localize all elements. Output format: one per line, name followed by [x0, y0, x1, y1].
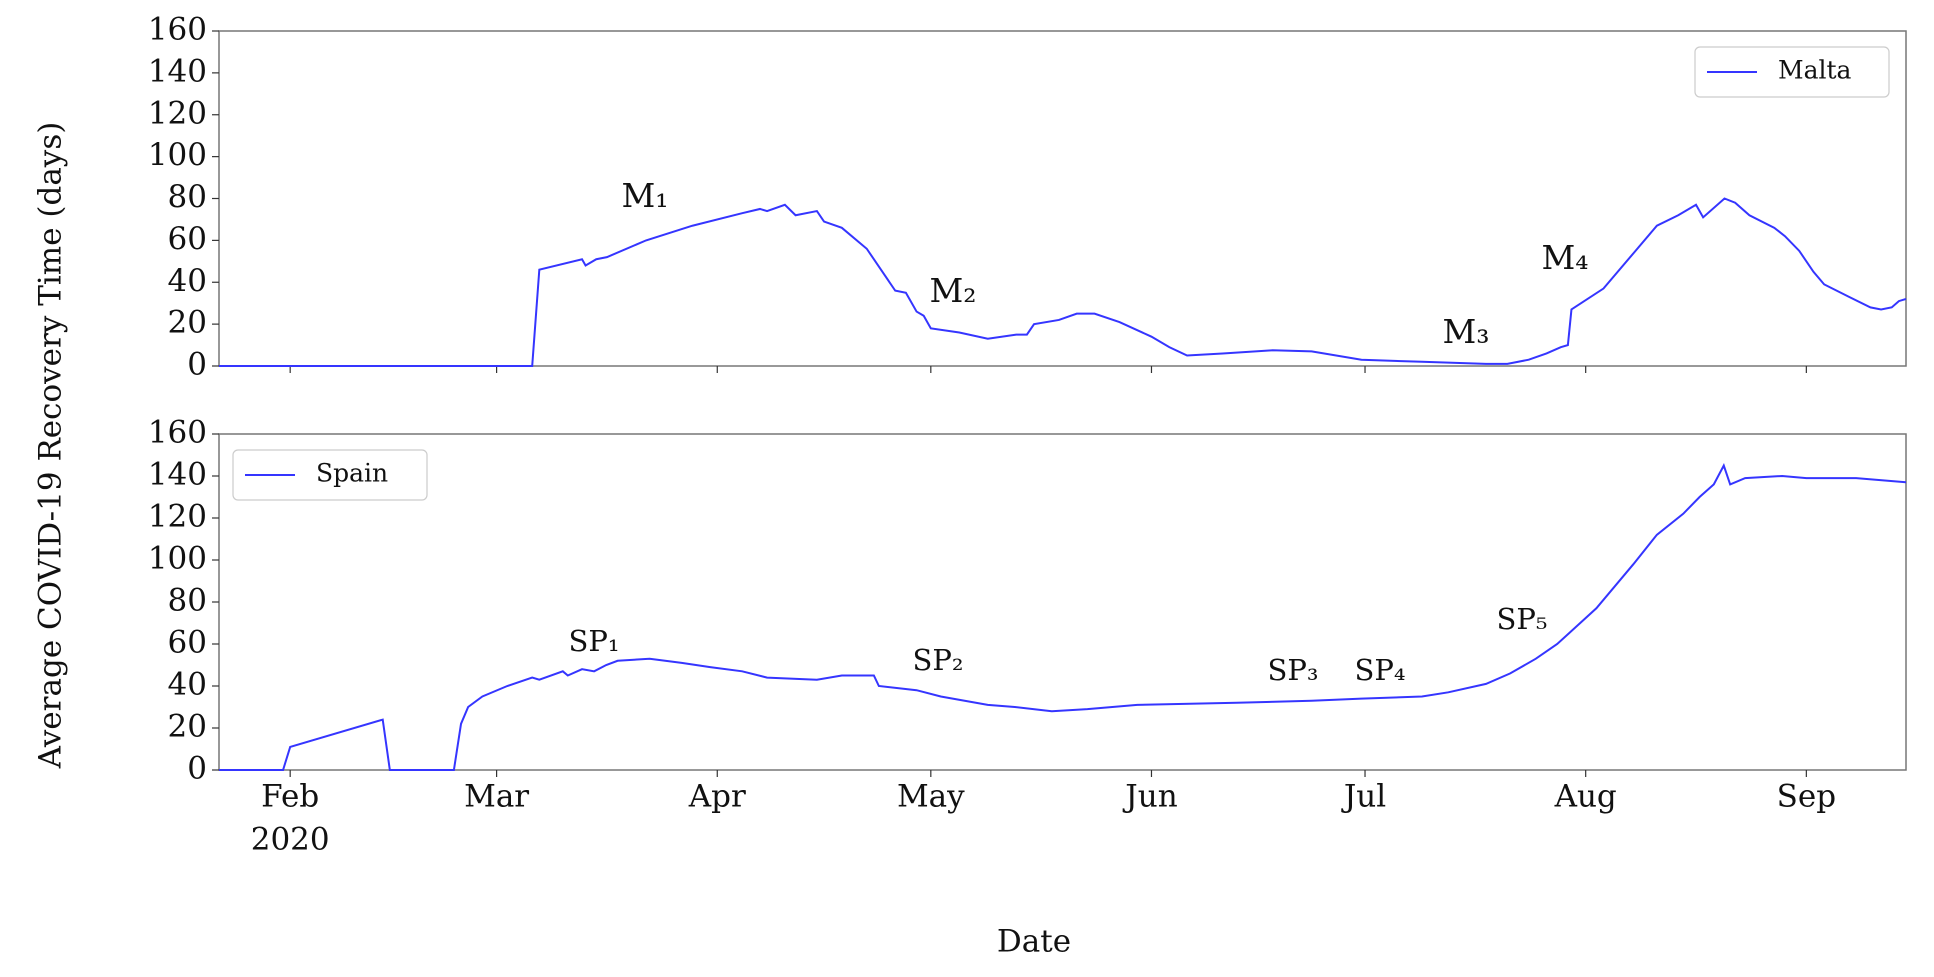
y-tick-label: 120 [148, 95, 207, 131]
x-tick-label: Sep [1777, 779, 1836, 815]
legend-box [232, 449, 428, 501]
y-tick-label: 80 [168, 179, 207, 215]
x-tick-sublabel: 2020 [251, 822, 330, 858]
x-tick-label: Mar [464, 779, 529, 815]
subplot: 0 20 40 60 80 100 120 140 160 Feb 2020 Mar Apr May Jun… [148, 415, 1907, 858]
y-tick-label: 100 [148, 137, 207, 173]
y-tick-label: 60 [168, 625, 207, 661]
annotation: M₄ [1541, 238, 1588, 277]
legend-box [1694, 46, 1890, 98]
x-tick-label: Apr [688, 779, 746, 815]
y-tick-label: 20 [168, 709, 207, 745]
axes-frame [218, 433, 1907, 771]
y-tick-label: 140 [148, 53, 207, 89]
series-line [219, 197, 1907, 367]
x-tick-label: Jun [1122, 779, 1177, 815]
y-tick-label: 0 [187, 347, 207, 383]
y-tick-label: 140 [148, 457, 207, 493]
y-axis-label: Average COVID-19 Recovery Time (days) [33, 122, 69, 770]
y-tick-label: 0 [187, 751, 207, 787]
y-tick-label: 80 [168, 583, 207, 619]
x-axis-label: Date [997, 924, 1071, 960]
axes-frame [218, 30, 1907, 367]
x-tick-label: Jul [1341, 779, 1386, 815]
y-tick-label: 20 [168, 305, 207, 341]
legend-label: Malta [1778, 56, 1852, 85]
subplot: 0 20 40 60 80 100 120 140 160 Malta M₁ M₂ M₃ M₄ [148, 12, 1907, 383]
y-tick-label: 120 [148, 499, 207, 535]
annotation: SP₂ [912, 643, 963, 677]
annotation: SP₃ [1267, 653, 1318, 687]
annotation: SP₅ [1496, 602, 1547, 636]
x-tick-label: May [897, 779, 965, 815]
y-tick-label: 160 [148, 12, 207, 48]
y-tick-label: 160 [148, 415, 207, 451]
y-tick-label: 60 [168, 221, 207, 257]
annotation: SP₁ [568, 624, 619, 658]
annotation: M₃ [1442, 312, 1489, 351]
annotation: M₁ [621, 176, 668, 215]
x-tick-label: Feb [261, 779, 319, 815]
y-tick-label: 40 [168, 667, 207, 703]
series-line [219, 462, 1907, 771]
legend-label: Spain [316, 459, 388, 488]
y-tick-label: 100 [148, 541, 207, 577]
x-tick-label: Aug [1554, 779, 1617, 815]
y-tick-label: 40 [168, 263, 207, 299]
annotation: SP₄ [1354, 653, 1405, 687]
annotation: M₂ [929, 271, 976, 310]
